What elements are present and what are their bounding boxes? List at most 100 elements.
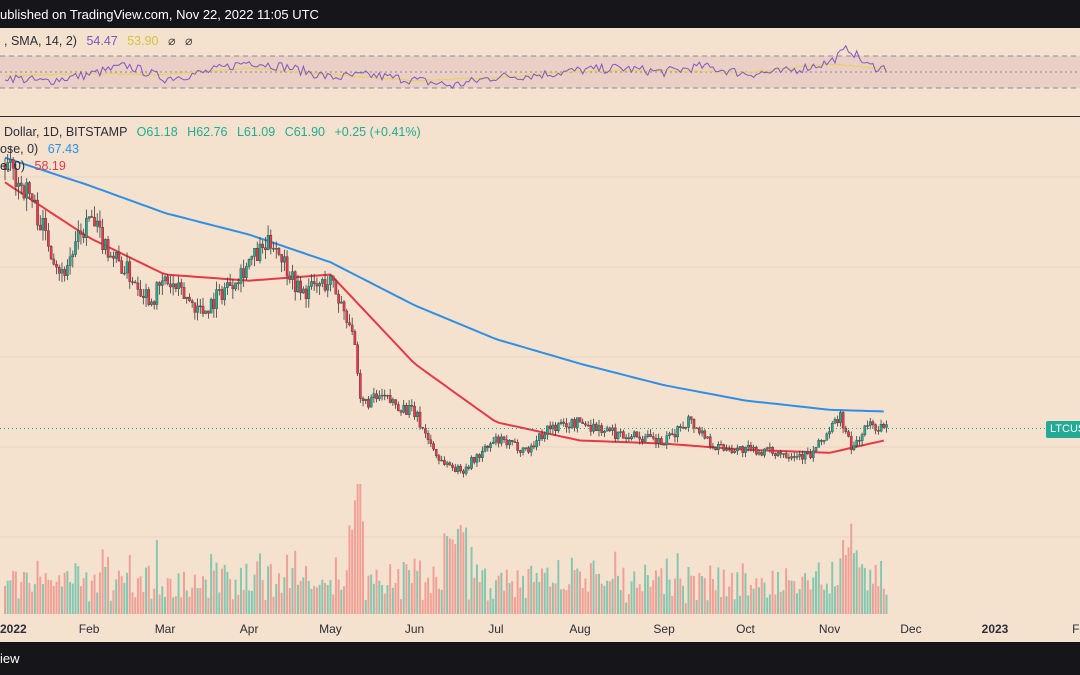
candle [822, 439, 826, 445]
candle [502, 435, 506, 443]
brand-text: iew [0, 651, 20, 666]
volume-bar [777, 572, 780, 614]
candle-body [844, 427, 848, 432]
candle [578, 417, 582, 423]
volume-bar [196, 588, 199, 614]
rsi-chart [0, 44, 1080, 89]
candle-body [386, 395, 389, 397]
candle-body [98, 220, 102, 228]
candle-body [513, 441, 517, 443]
candle [500, 433, 503, 447]
candle-body [388, 395, 392, 403]
candle-body [456, 465, 460, 472]
candle [353, 329, 357, 345]
candle-body [150, 301, 153, 305]
rsi-panel[interactable]: , SMA, 14, 2) 54.47 53.90 ⌀ ⌀ [0, 28, 1080, 116]
candle [529, 443, 533, 457]
volume-bar [93, 574, 96, 614]
volume-bar [671, 595, 674, 614]
ma200-value: 67.43 [47, 142, 79, 156]
candle-body [95, 220, 99, 227]
candle-body [472, 457, 476, 463]
volume-bar [820, 584, 823, 614]
candle [654, 434, 658, 449]
volume-bar [804, 573, 807, 614]
volume-bar [183, 571, 186, 614]
volume-bar [180, 597, 183, 614]
volume-bar [427, 577, 430, 614]
candle-body [833, 419, 837, 424]
candle-body [372, 393, 376, 398]
candle [212, 292, 216, 318]
candle-body [613, 427, 617, 439]
candle [714, 446, 717, 451]
candle [651, 432, 655, 441]
candle [17, 176, 20, 200]
volume-bar [237, 594, 240, 614]
volume-bar [202, 576, 204, 614]
candle [150, 298, 153, 307]
price-panel[interactable]: Dollar, 1D, BITSTAMP O61.18 H62.76 L61.0… [0, 117, 1080, 614]
volume-bar [475, 564, 478, 614]
candle [472, 456, 476, 465]
candle [226, 277, 229, 296]
candle [489, 441, 492, 452]
candle [272, 241, 275, 252]
eye-off-icon[interactable]: ⌀ [184, 34, 193, 48]
volume-bar [728, 586, 731, 614]
volume-bar [546, 567, 549, 614]
candle-body [310, 281, 313, 287]
volume-bar [408, 570, 411, 614]
x-tick-label: May [319, 622, 342, 636]
volume-bar [736, 572, 739, 614]
panel-separator[interactable] [0, 116, 1080, 117]
volume-bar [223, 564, 226, 614]
volume-bar [633, 571, 636, 614]
candle-body [123, 272, 126, 275]
candle [784, 450, 788, 459]
candle [158, 281, 161, 295]
candle-body [649, 434, 652, 437]
candle-body [375, 393, 378, 400]
time-axis[interactable]: 2022 Feb Mar Apr May Jun Jul Aug Sep Oct Nov Dec 202… [0, 614, 1080, 642]
candle-body [662, 444, 666, 446]
candle-body [654, 437, 658, 444]
candle [258, 237, 262, 264]
x-tick-label: Sep [653, 622, 675, 636]
volume-bar [17, 598, 20, 614]
candle [852, 441, 856, 451]
candle-body [3, 163, 7, 170]
candle-body [717, 444, 720, 451]
candle [98, 210, 102, 238]
candle [755, 445, 758, 456]
candle-body [391, 399, 395, 403]
volume-bar [296, 584, 299, 614]
candle-body [114, 252, 118, 259]
candle-body [567, 426, 571, 429]
candle-body [616, 431, 620, 439]
candle-body [236, 282, 240, 285]
rsi-sma-line [4, 63, 887, 82]
candle-body [603, 430, 606, 433]
candle [220, 285, 224, 305]
candle [562, 418, 566, 427]
candle-body [280, 254, 283, 263]
candle-body [36, 199, 39, 226]
candle-body [285, 256, 289, 277]
eye-off-icon[interactable]: ⌀ [167, 34, 176, 48]
candle [36, 192, 39, 231]
candle-body [478, 454, 481, 458]
candle [589, 419, 593, 436]
candle [513, 438, 517, 443]
candle-body [196, 305, 199, 313]
volume-bar [885, 594, 888, 614]
candle-body [272, 248, 275, 250]
volume-bar [749, 585, 752, 614]
volume-bar [622, 567, 625, 614]
candle-body [87, 216, 91, 219]
volume-bar [844, 554, 847, 614]
candle-body [532, 445, 536, 448]
volume-bar [315, 587, 318, 614]
candle-body [258, 243, 262, 261]
volume-bar [305, 565, 308, 614]
